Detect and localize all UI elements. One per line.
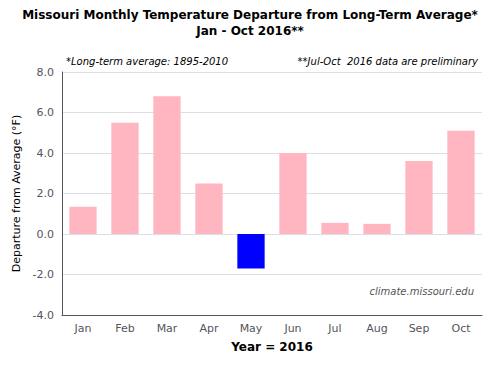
- svg-text:Jan: Jan: [74, 322, 92, 335]
- svg-text:**Jul-Oct 2016 data are preli: **Jul-Oct 2016 data are preliminary: [298, 56, 479, 67]
- svg-text:Mar: Mar: [157, 322, 178, 335]
- svg-text:2.0: 2.0: [37, 187, 55, 200]
- svg-text:-2.0: -2.0: [33, 268, 54, 281]
- svg-text:Aug: Aug: [366, 322, 387, 335]
- svg-text:*Long-term average: 1895-2010: *Long-term average: 1895-2010: [66, 56, 228, 67]
- svg-text:-4.0: -4.0: [33, 309, 54, 322]
- svg-text:4.0: 4.0: [37, 147, 55, 160]
- svg-text:Jun: Jun: [283, 322, 301, 335]
- svg-text:climate.missouri.edu: climate.missouri.edu: [370, 286, 474, 297]
- svg-text:Jan - Oct 2016**: Jan - Oct 2016**: [195, 24, 304, 38]
- svg-text:Missouri Monthly Temperature D: Missouri Monthly Temperature Departure f…: [22, 8, 478, 22]
- svg-text:Apr: Apr: [199, 322, 219, 335]
- svg-text:0.0: 0.0: [37, 228, 55, 241]
- svg-text:8.0: 8.0: [37, 66, 55, 79]
- svg-text:Jul: Jul: [327, 322, 341, 335]
- svg-text:6.0: 6.0: [37, 106, 55, 119]
- svg-text:Feb: Feb: [115, 322, 134, 335]
- svg-text:May: May: [240, 322, 263, 335]
- svg-text:Sep: Sep: [409, 322, 430, 335]
- svg-text:Oct: Oct: [451, 322, 471, 335]
- svg-text:Departure from Average (°F): Departure from Average (°F): [10, 115, 23, 273]
- svg-text:Year = 2016: Year = 2016: [230, 340, 313, 354]
